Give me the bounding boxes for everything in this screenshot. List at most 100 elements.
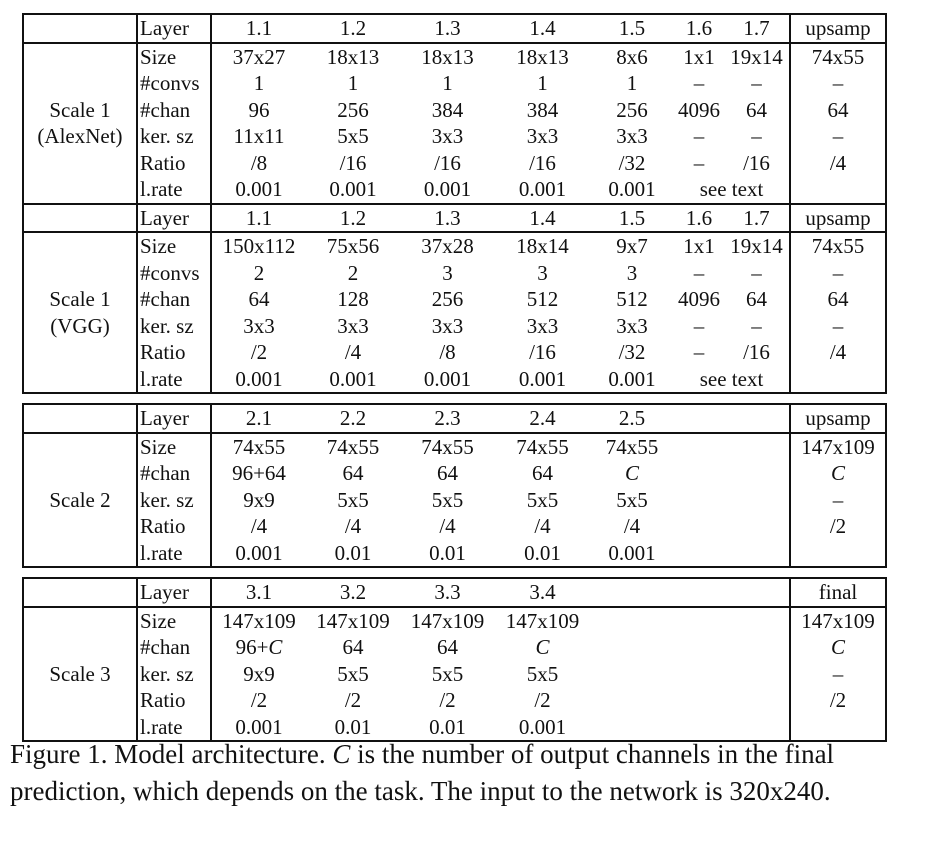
section-gap — [22, 394, 885, 403]
upsamp-cell: 147x109 — [789, 606, 886, 634]
table-cell: /4 — [250, 514, 268, 538]
header-row: Layer 1.1 1.2 1.3 1.4 1.5 1.6 1.7 upsamp — [23, 14, 886, 44]
layer-id: 3.1 — [211, 578, 306, 608]
table-cell: /16 — [339, 150, 367, 175]
table-row: Ratio/2/4/8/16/32 – /16/4 — [23, 339, 886, 366]
upsamp-cell — [789, 176, 886, 204]
table-cell: 1x1 — [683, 44, 715, 69]
layer-header-label: Layer — [137, 14, 212, 44]
see-text-note: see text — [699, 366, 764, 391]
table-cell: 9x9 — [243, 487, 275, 512]
table-row: Scale 2 Size 74x55 74x55 74x55 74x55 74x55 147x… — [23, 432, 886, 567]
table-row: #chan 96+64 64 64 64 C C — [23, 460, 886, 487]
table-cell: – — [693, 340, 705, 364]
layer-id: 2.2 — [306, 404, 400, 434]
table-cell: /2 — [250, 340, 268, 364]
upsamp-cell: – — [789, 486, 886, 513]
upsamp-cell: 64 — [789, 286, 886, 313]
layer-id: 2.1 — [211, 404, 306, 434]
upsamp-header: final — [789, 578, 886, 608]
section-table-3: Layer 2.1 2.2 2.3 2.4 2.5 upsamp Scale 2 Size 74x… — [22, 403, 887, 568]
table-cell: 0.001 — [235, 366, 283, 391]
table-cell: 37x27 — [232, 44, 286, 69]
table-row: Ratio/4/4/4/4/4/2 — [23, 513, 886, 540]
table-cell — [674, 460, 724, 487]
table-cell: 0.01 — [429, 714, 466, 739]
table-cell: 18x13 — [326, 44, 380, 69]
table-cell: /16 — [434, 150, 461, 175]
table-cell: 37x28 — [421, 234, 474, 258]
table-cell: 1 — [253, 71, 265, 95]
upsamp-cell — [789, 539, 886, 567]
table-cell: /16 — [529, 150, 556, 175]
layer-id: 1.4 — [495, 204, 590, 233]
layer-id: 2.4 — [495, 404, 590, 434]
table-cell: 3x3 — [337, 313, 369, 338]
row-label: #convs — [137, 259, 212, 286]
layer-header-label: Layer — [137, 204, 212, 233]
table-cell: /4 — [344, 340, 362, 364]
variable-c: C — [332, 739, 351, 769]
table-cell: – — [693, 150, 705, 175]
table-cell: 64 — [437, 461, 458, 485]
table-row: l.rate 0.001 0.01 0.01 0.01 0.001 — [23, 539, 886, 567]
table-cell: 3 — [626, 260, 638, 285]
layer-id — [674, 578, 724, 608]
table-cell: 0.001 — [608, 366, 656, 391]
table-cell: 0.01 — [334, 540, 372, 565]
layer-id: 3.2 — [306, 578, 400, 608]
table-cell: 75x56 — [326, 234, 380, 258]
table-cell — [590, 634, 674, 661]
table-cell — [674, 607, 724, 635]
table-cell: 2 — [253, 260, 265, 285]
section-table-1: Layer 1.1 1.2 1.3 1.4 1.5 1.6 1.7 upsamp Scale 1(… — [22, 13, 887, 205]
table-cell: 64 — [342, 461, 364, 485]
table-cell: 96 — [248, 97, 270, 122]
table-cell — [674, 513, 724, 540]
table-cell: 0.001 — [329, 177, 377, 201]
scale-backbone: (AlexNet) — [37, 124, 123, 148]
row-label: Ratio — [137, 687, 212, 714]
table-cell: 64 — [437, 635, 458, 659]
header-row: Layer 1.1 1.2 1.3 1.4 1.5 1.6 1.7 upsamp — [23, 204, 886, 233]
table-cell: 1 — [537, 71, 548, 95]
upsamp-header: upsamp — [789, 204, 886, 233]
table-cell: 0.01 — [429, 540, 466, 565]
table-cell: 5x5 — [616, 487, 648, 512]
layer-id: 3.4 — [495, 578, 590, 608]
layer-header-label: Layer — [137, 578, 212, 608]
layer-id — [724, 404, 790, 434]
table-cell: 5x5 — [337, 487, 369, 512]
row-label: Size — [137, 232, 212, 260]
layer-id: 1.3 — [400, 14, 495, 44]
scale-header-blank — [23, 578, 138, 608]
table-cell — [724, 433, 790, 461]
table-cell: 9x7 — [616, 234, 648, 258]
table-cell: 4096 — [678, 287, 720, 311]
table-cell: 18x13 — [421, 44, 474, 69]
upsamp-cell: /4 — [789, 339, 886, 366]
layer-header-label: Layer — [137, 404, 212, 434]
architecture-tables: Layer 1.1 1.2 1.3 1.4 1.5 1.6 1.7 upsamp Scale 1(… — [22, 13, 887, 742]
row-label: l.rate — [137, 176, 212, 204]
scale-name: Scale 2 — [49, 487, 111, 512]
table-cell: 0.01 — [524, 540, 561, 565]
table-row: Scale 1 (VGG) Size 150x112 75x56 37x28 18x14 9x… — [23, 232, 886, 393]
table-cell — [724, 487, 790, 514]
table-cell: /2 — [534, 688, 551, 712]
row-label: #chan — [137, 634, 212, 661]
table-cell: 0.001 — [235, 177, 283, 201]
table-cell — [724, 661, 790, 688]
table-row: l.rate 0.001 0.001 0.001 0.001 0.001 see text — [23, 176, 886, 204]
row-label: l.rate — [137, 365, 212, 393]
table-cell: 74x55 — [605, 434, 659, 459]
table-cell: /32 — [618, 150, 646, 175]
table-cell: 1 — [347, 71, 359, 95]
table-cell — [674, 661, 724, 688]
row-label: Ratio — [137, 513, 212, 540]
table-cell: 96+C — [235, 635, 283, 659]
table-cell: 5x5 — [431, 661, 464, 686]
table-cell: 0.001 — [235, 540, 283, 565]
layer-id: 1.1 — [211, 14, 306, 44]
table-cell: 0.001 — [518, 714, 567, 739]
